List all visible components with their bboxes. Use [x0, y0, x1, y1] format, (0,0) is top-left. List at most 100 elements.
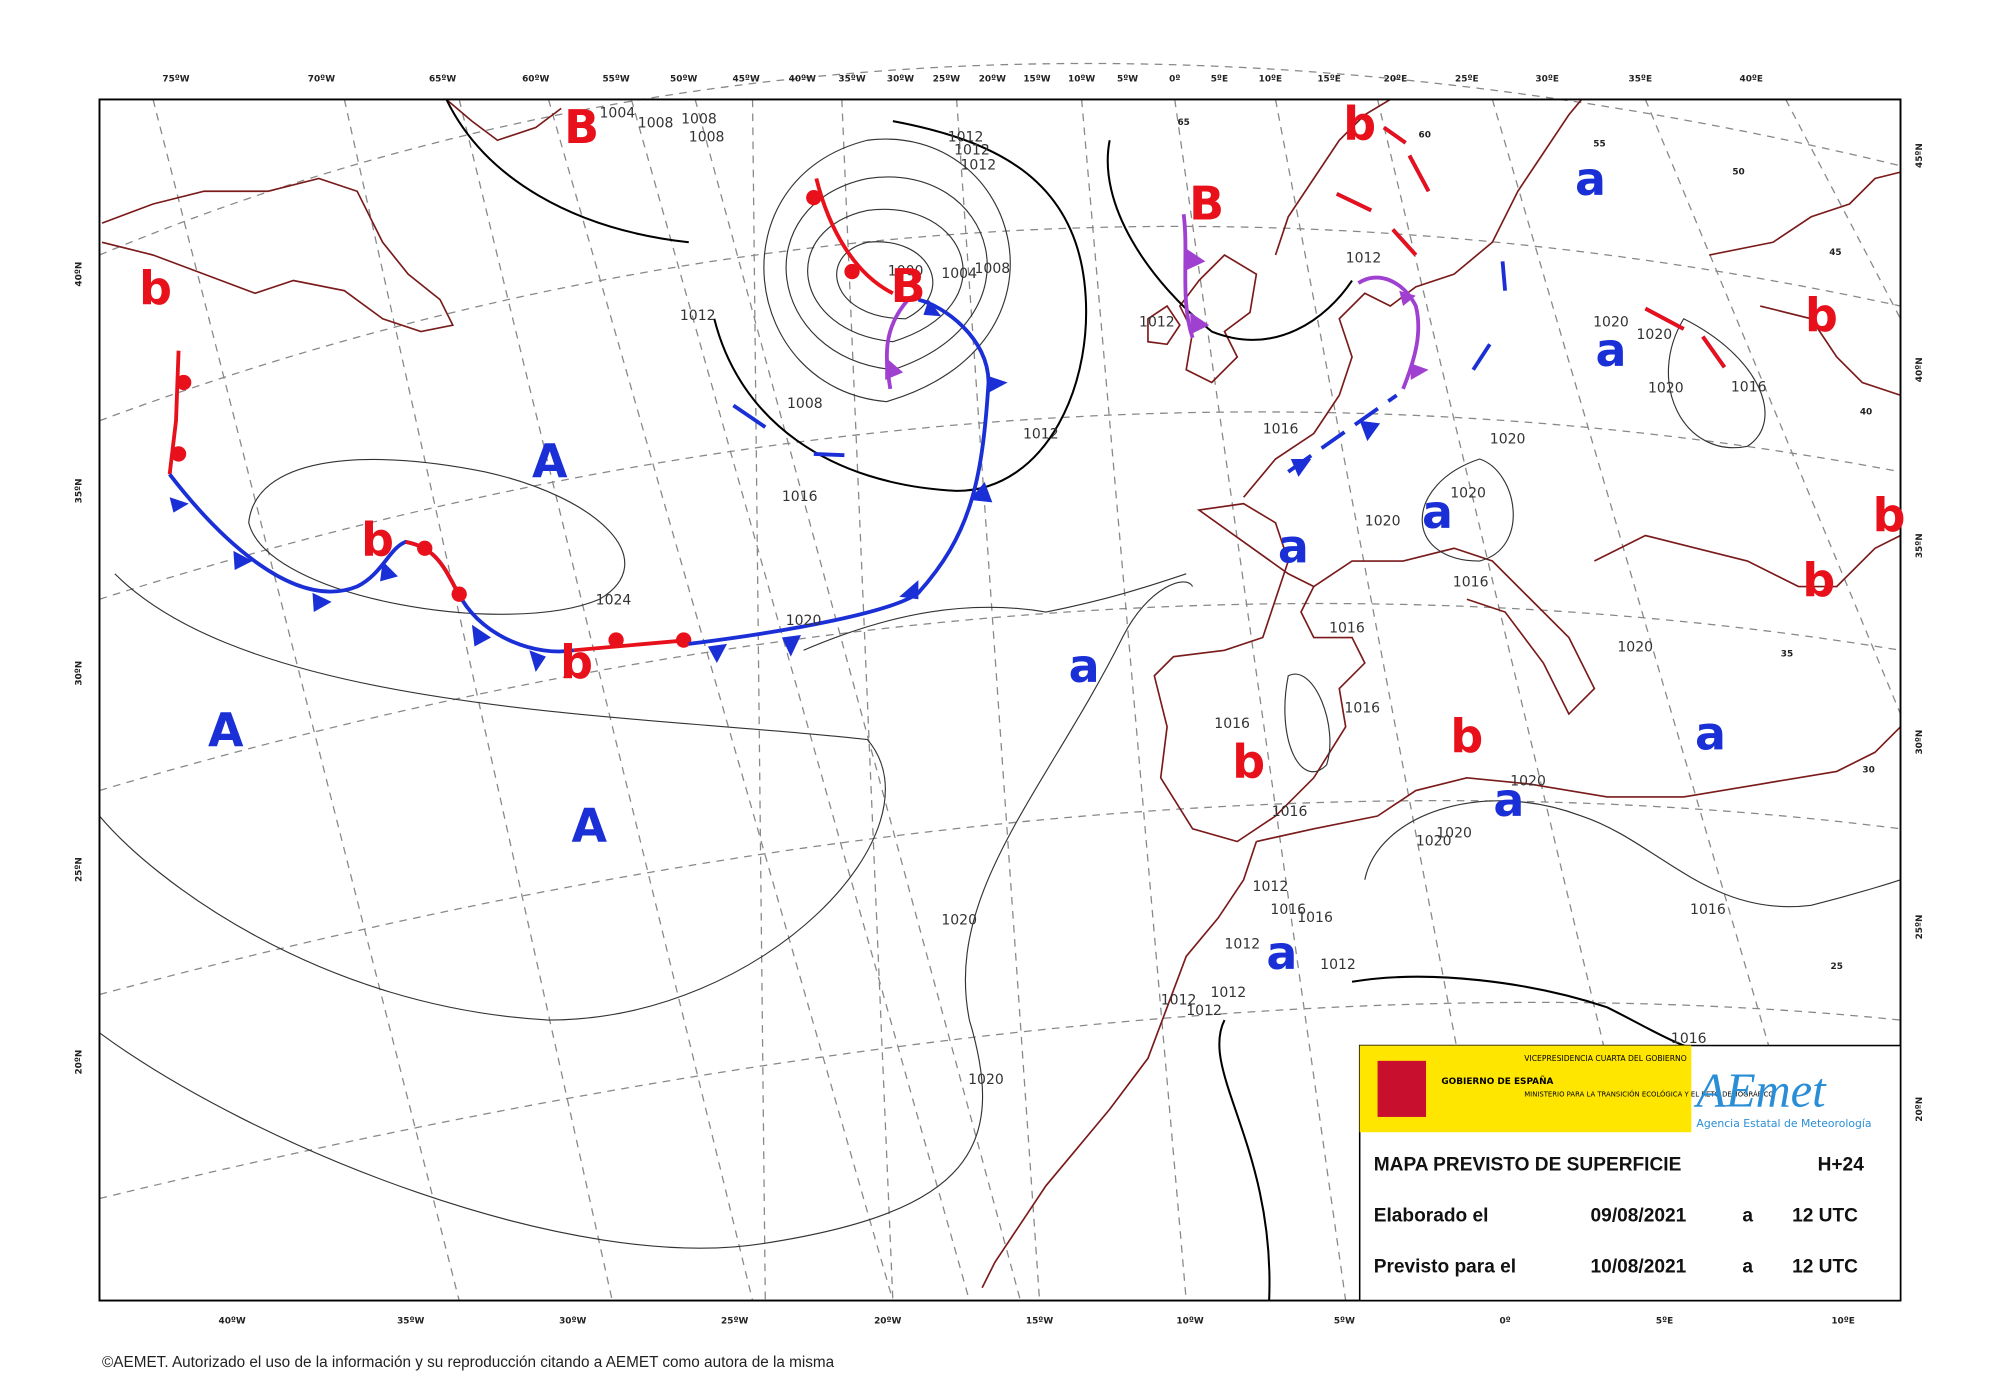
isobar-label: 1012 — [960, 158, 996, 174]
isobar-label: 1016 — [1453, 575, 1489, 591]
longitude-label: 20ºE — [1384, 75, 1408, 85]
forecast-step: H+24 — [1818, 1154, 1865, 1175]
pressure-center: a — [1575, 152, 1606, 206]
isobar-label: 1020 — [1416, 833, 1452, 849]
isobar-label: 1016 — [1731, 379, 1767, 395]
pressure-center: b — [1343, 97, 1376, 151]
pressure-center: B — [891, 259, 926, 313]
longitude-label: 75ºW — [162, 75, 189, 85]
isobar-label: 1016 — [782, 489, 818, 505]
isobar-label: 1020 — [1436, 826, 1472, 842]
valid-time: 12 UTC — [1792, 1256, 1858, 1277]
ministry: MINISTERIO PARA LA TRANSICIÓN ECOLÓGICA … — [1524, 1090, 1774, 1099]
longitude-label: 0º — [1499, 1316, 1510, 1326]
longitude-label: 25ºW — [933, 75, 960, 85]
isobar-label: 1000 — [888, 263, 924, 279]
isobar-label: 1012 — [1253, 879, 1289, 895]
grid-number: 25 — [1831, 962, 1843, 972]
fronts — [167, 125, 1727, 672]
pressure-center: A — [208, 703, 244, 757]
pressure-center: B — [564, 100, 599, 154]
isobar-label: 1016 — [1671, 1031, 1707, 1047]
isobar-label: 1016 — [1270, 902, 1306, 918]
latitude-label: 35ºN — [75, 478, 85, 503]
latitude-label: 25ºN — [75, 857, 85, 882]
isobar-label: 1020 — [1617, 640, 1653, 656]
longitude-label: 0º — [1169, 75, 1180, 85]
longitude-label: 30ºW — [559, 1316, 586, 1326]
longitude-label: 35ºE — [1629, 75, 1653, 85]
grid-number: 45 — [1829, 248, 1841, 258]
made-time: 12 UTC — [1792, 1205, 1858, 1226]
footer: ©AEMET. Autorizado el uso de la informac… — [102, 1354, 835, 1371]
latitude-label: 40ºN — [75, 262, 85, 287]
pressure-center: a — [1493, 773, 1524, 827]
longitude-label: 55ºW — [602, 75, 629, 85]
longitude-label: 30ºE — [1535, 75, 1559, 85]
longitude-label: 10ºE — [1831, 1316, 1855, 1326]
isobar-label: 1008 — [638, 116, 674, 132]
longitude-label: 5ºW — [1334, 1316, 1355, 1326]
isobar-label: 1012 — [954, 142, 990, 158]
grid-number: 35 — [1781, 650, 1793, 660]
longitude-label: 35ºW — [397, 1316, 424, 1326]
isobar-label: 1016 — [1297, 910, 1333, 926]
made-date: 09/08/2021 — [1591, 1205, 1687, 1226]
grid-number: 55 — [1593, 140, 1605, 150]
isobar-label: 1020 — [786, 613, 822, 629]
pressure-center: b — [560, 635, 593, 689]
longitude-label: 40ºE — [1740, 75, 1764, 85]
longitude-label: 70ºW — [308, 75, 335, 85]
latitude-label: 45ºN — [1915, 143, 1925, 168]
isobar-label: 1008 — [681, 112, 717, 128]
isobar-label: 1008 — [689, 130, 725, 146]
isobar-label: 1016 — [1263, 422, 1299, 438]
isobar-label: 1012 — [1161, 993, 1197, 1009]
isobar-label: 1020 — [1450, 485, 1486, 501]
longitude-label: 50ºW — [670, 75, 697, 85]
isobar-label: 1024 — [596, 592, 632, 608]
valid-at: a — [1742, 1256, 1753, 1277]
logo: AEmet — [1693, 1065, 1827, 1118]
grid-number: 30 — [1862, 766, 1874, 776]
pressure-center: b — [139, 262, 172, 316]
pressure-center: A — [572, 799, 608, 853]
pressure-center: a — [1266, 926, 1297, 980]
isobar-label: 1016 — [1344, 701, 1380, 717]
isobar-label: 1012 — [1225, 937, 1261, 953]
isobar-label: 1012 — [1346, 251, 1382, 267]
isobar-label: 1012 — [1210, 985, 1246, 1001]
vice-presidency: VICEPRESIDENCIA CUARTA DEL GOBIERNO — [1524, 1054, 1687, 1063]
isobar-label: 1012 — [948, 130, 984, 146]
made-at: a — [1742, 1205, 1753, 1226]
longitude-label: 25ºE — [1455, 75, 1479, 85]
isobar-label: 1004 — [941, 266, 977, 282]
longitude-label: 15ºW — [1023, 75, 1050, 85]
latitude-label: 25ºN — [1915, 915, 1925, 940]
agency: Agencia Estatal de Meteorología — [1696, 1117, 1871, 1130]
longitude-label: 65ºW — [429, 75, 456, 85]
isobar-label: 1008 — [975, 261, 1011, 277]
isobar-label: 1020 — [1593, 314, 1629, 330]
longitude-label: 40ºW — [789, 75, 816, 85]
isobar-label: 1004 — [600, 105, 636, 121]
isobar-label: 1016 — [1214, 716, 1250, 732]
pressure-center: b — [1450, 709, 1483, 763]
isobar-label: 1020 — [1636, 327, 1672, 343]
longitude-label: 15ºW — [1026, 1316, 1053, 1326]
isobar-label: 1020 — [1648, 381, 1684, 397]
grid-number: 60 — [1419, 131, 1431, 141]
pressure-center: a — [1595, 323, 1626, 377]
longitude-label: 20ºW — [874, 1316, 901, 1326]
pressure-center: A — [532, 434, 568, 488]
pressure-center: b — [1802, 554, 1835, 608]
isobar-label: 1016 — [1690, 902, 1726, 918]
longitude-label: 10ºW — [1176, 1316, 1203, 1326]
isobar-label: 1008 — [787, 396, 823, 412]
latitude-label: 35ºN — [1915, 533, 1925, 558]
pressure-center: a — [1069, 639, 1100, 693]
isobar-label: 1016 — [1272, 804, 1308, 820]
longitude-label: 5ºE — [1211, 75, 1228, 85]
isobar-label: 1020 — [1490, 432, 1526, 448]
